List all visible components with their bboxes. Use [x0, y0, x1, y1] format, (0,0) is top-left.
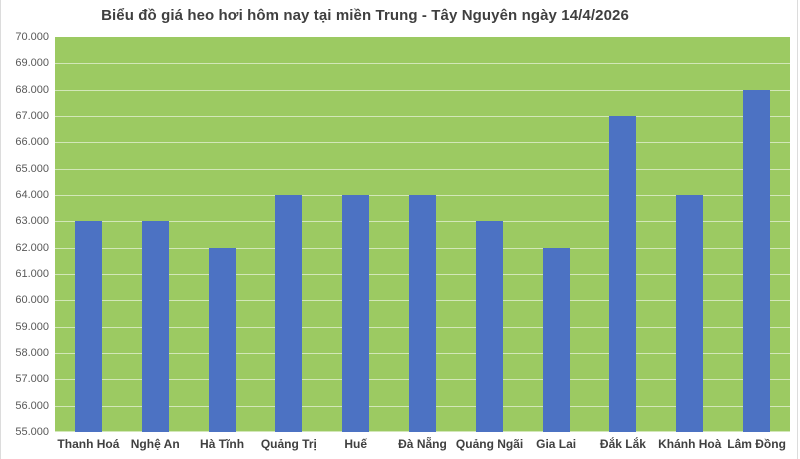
y-axis-tick-label: 64.000: [15, 189, 49, 201]
y-axis-tick-label: 58.000: [15, 347, 49, 359]
x-axis-category-label: Quảng Trị: [260, 437, 317, 451]
y-axis-tick-label: 66.000: [15, 136, 49, 149]
bar-9: [609, 116, 637, 432]
x-axis-category-label: Đắk Lắk: [599, 437, 646, 451]
bar-5: [342, 195, 370, 432]
bar-1: [74, 221, 102, 432]
x-axis-category-label: Khánh Hoà: [658, 437, 722, 451]
x-axis-category-label: Quảng Ngãi: [455, 437, 524, 451]
bar-6: [409, 195, 436, 432]
x-axis-category-label: Nghệ An: [130, 437, 180, 451]
x-axis-category-label: Hà Tĩnh: [200, 437, 245, 451]
chart-title: Biểu đồ giá heo hơi hôm nay tại miền Tru…: [101, 7, 629, 24]
y-axis-tick-label: 67.000: [15, 110, 49, 122]
x-axis-category-label: Đà Nẵng: [398, 437, 447, 451]
y-axis-tick-label: 55.000: [15, 426, 49, 438]
x-axis-category-label: Gia Lai: [536, 437, 577, 451]
bar-8: [542, 247, 570, 432]
bar-7: [475, 221, 503, 432]
y-axis-tick-label: 68.000: [15, 83, 49, 96]
x-axis-category-label: Thanh Hoá: [57, 437, 120, 451]
right-edge-border: [797, 0, 798, 459]
gridline-66.000: [55, 142, 790, 144]
y-axis-tick-label: 59.000: [15, 320, 49, 333]
x-axis-category-label: Huế: [344, 437, 367, 451]
bar-11: [743, 89, 771, 432]
y-axis-tick-label: 63.000: [15, 215, 49, 228]
gridline-69.000: [55, 63, 790, 65]
bar-10: [676, 195, 704, 432]
gridline-65.000: [55, 168, 790, 170]
x-axis-category-label: Lâm Đồng: [727, 437, 786, 451]
y-axis-tick-label: 56.000: [15, 399, 49, 412]
y-axis-tick-label: 60.000: [15, 294, 49, 307]
bar-3: [208, 247, 236, 432]
gridline-67.000: [55, 116, 790, 117]
y-axis-tick-label: 69.000: [15, 57, 49, 70]
y-axis-tick-label: 61.000: [15, 268, 49, 280]
bar-2: [141, 221, 169, 432]
left-edge-border: [0, 0, 1, 459]
y-axis-tick-label: 57.000: [15, 373, 49, 386]
gridline-68.000: [55, 89, 790, 91]
y-axis-tick-label: 65.000: [15, 162, 49, 175]
y-axis-tick-label: 70.000: [15, 31, 49, 43]
y-axis-tick-label: 62.000: [15, 241, 49, 254]
bar-4: [275, 195, 303, 432]
plot-area: [55, 37, 790, 432]
